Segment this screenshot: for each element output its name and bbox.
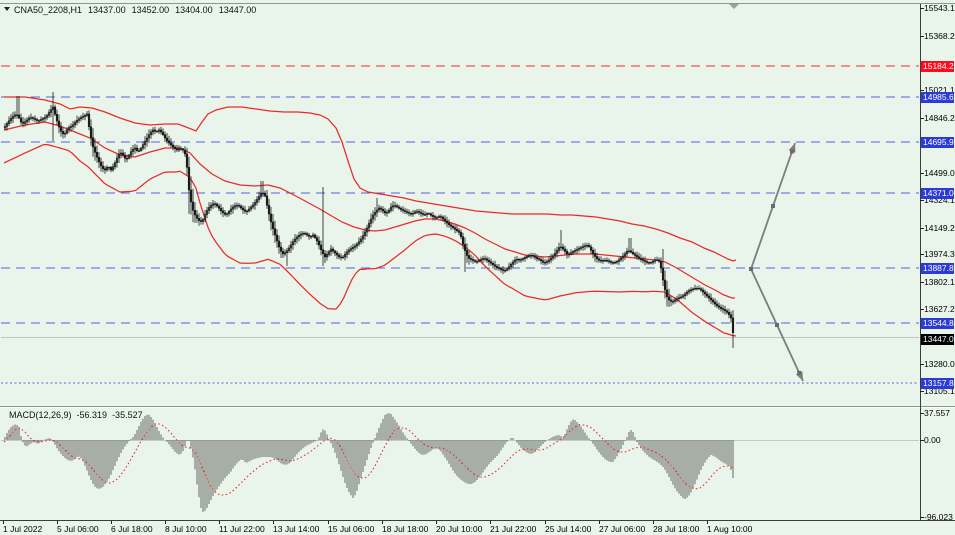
price-badge-blue: 13544.84 bbox=[921, 318, 955, 329]
macd-indicator-label: MACD(12,26,9) -56.319 -35.527 bbox=[9, 410, 148, 420]
price-tick-label: 13105.15 bbox=[924, 386, 955, 396]
macd-signal-line bbox=[3, 423, 735, 496]
bollinger-lower-line bbox=[3, 143, 737, 337]
price-tick-label: 15021.10 bbox=[924, 85, 955, 95]
candles-layer bbox=[3, 92, 735, 348]
trendline-handle bbox=[775, 323, 779, 327]
symbol-timeframe: CNA50_2208,H1 bbox=[14, 5, 83, 15]
price-badge-blue: 14695.99 bbox=[921, 137, 955, 148]
trendline-handle bbox=[790, 149, 795, 154]
time-label: 5 Jul 06:00 bbox=[57, 524, 99, 534]
time-label: 25 Jul 14:00 bbox=[545, 524, 592, 534]
time-label: 6 Jul 18:00 bbox=[111, 524, 153, 534]
time-label: 1 Jul 2022 bbox=[3, 524, 43, 534]
price-badge-blue: 14371.01 bbox=[921, 188, 955, 199]
trendline-handle bbox=[771, 204, 775, 208]
macd-pane bbox=[1, 413, 919, 512]
time-label: 1 Aug 10:00 bbox=[707, 524, 753, 534]
bollinger-upper-line bbox=[4, 96, 737, 262]
chart-shift-icon[interactable] bbox=[729, 4, 739, 9]
price-tick-label: 14846.20 bbox=[924, 113, 955, 123]
time-label: 8 Jul 10:00 bbox=[165, 524, 207, 534]
macd-name: MACD(12,26,9) bbox=[9, 410, 72, 420]
trendline-handle bbox=[797, 370, 802, 375]
ohlc-open: 13437.00 bbox=[88, 5, 126, 15]
price-tick-label: 13802.10 bbox=[924, 277, 955, 287]
price-tick-label: 13280.05 bbox=[924, 359, 955, 369]
candle-wicks bbox=[4, 92, 734, 348]
price-tick-label: 15368.25 bbox=[924, 31, 955, 41]
time-label: 27 Jul 06:00 bbox=[599, 524, 646, 534]
time-label: 18 Jul 18:00 bbox=[382, 524, 429, 534]
macd-signal-value: -35.527 bbox=[112, 410, 143, 420]
price-tick-label: 13974.35 bbox=[924, 249, 955, 259]
macd-tick-label: 37.557 bbox=[924, 408, 950, 418]
price-tick-label: 13627.20 bbox=[924, 304, 955, 314]
time-label: 20 Jul 10:00 bbox=[436, 524, 483, 534]
time-label: 13 Jul 14:00 bbox=[273, 524, 320, 534]
main-chart-pane bbox=[1, 65, 919, 384]
macd-value: -56.319 bbox=[76, 410, 108, 420]
ohlc-close: 13447.00 bbox=[218, 5, 257, 15]
price-badge-blue: 14985.62 bbox=[921, 92, 955, 103]
price-tick-label: 14149.25 bbox=[924, 223, 955, 233]
symbol-ohlc-label: CNA50_2208,H1 13437.00 13452.00 13404.00 134… bbox=[14, 5, 262, 15]
trendline-arrow[interactable] bbox=[749, 267, 804, 382]
price-badge-black: 13447.00 bbox=[921, 334, 955, 345]
time-label: 21 Jul 22:00 bbox=[490, 524, 537, 534]
trendline-handle bbox=[749, 267, 753, 271]
macd-tick-label: -96.023 bbox=[924, 512, 953, 522]
price-tick-label: 14324.15 bbox=[924, 195, 955, 205]
ohlc-high: 13452.00 bbox=[131, 5, 170, 15]
macd-histogram bbox=[4, 413, 734, 512]
ohlc-low: 13404.00 bbox=[175, 5, 213, 15]
time-label: 15 Jul 06:00 bbox=[328, 524, 375, 534]
symbol-dropdown-icon[interactable] bbox=[4, 7, 10, 11]
price-tick-label: 15543.15 bbox=[924, 3, 955, 13]
time-label: 11 Jul 22:00 bbox=[219, 524, 265, 534]
price-badge-blue: 13157.84 bbox=[921, 378, 955, 389]
time-label: 28 Jul 18:00 bbox=[653, 524, 700, 534]
price-badge-blue: 13887.88 bbox=[921, 263, 955, 274]
macd-tick-label: 0.00 bbox=[924, 435, 941, 445]
price-tick-label: 14499.05 bbox=[924, 168, 955, 178]
price-badge-red: 15184.26 bbox=[921, 61, 955, 72]
